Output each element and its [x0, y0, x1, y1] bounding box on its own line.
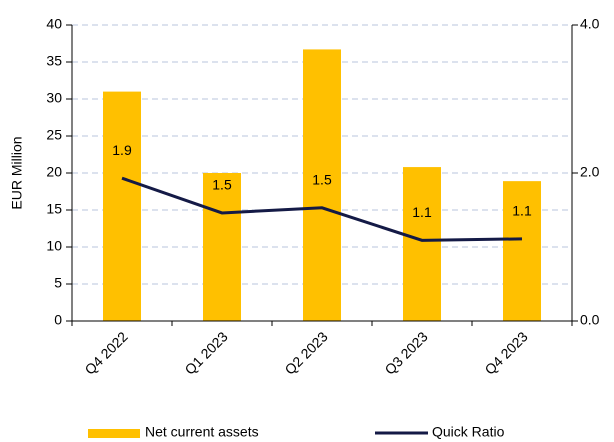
- y2-tick-label: 4.0: [580, 16, 600, 32]
- y-tick-label: 35: [46, 53, 62, 69]
- x-tick-label: Q2 2023: [281, 328, 330, 377]
- y2-tick-label: 0.0: [580, 312, 600, 328]
- y-tick-label: 5: [54, 275, 62, 291]
- x-tick-label: Q4 2023: [481, 328, 530, 377]
- bar: [403, 167, 441, 321]
- x-tick-label: Q3 2023: [381, 328, 430, 377]
- y-tick-label: 40: [46, 16, 62, 32]
- x-tick-label: Q1 2023: [181, 328, 230, 377]
- data-label: 1.9: [112, 142, 132, 158]
- y-tick-label: 20: [46, 164, 62, 180]
- y-tick-label: 0: [54, 312, 62, 328]
- legend-label: Quick Ratio: [432, 424, 505, 440]
- y-tick-label: 15: [46, 201, 62, 217]
- y2-tick-label: 2.0: [580, 164, 600, 180]
- data-label: 1.5: [312, 171, 332, 187]
- data-label: 1.5: [212, 177, 232, 193]
- bar: [303, 49, 341, 322]
- bar: [103, 91, 141, 321]
- bar: [503, 181, 541, 321]
- legend-swatch: [88, 429, 140, 438]
- x-tick-label: Q4 2022: [81, 328, 130, 377]
- y-tick-label: 25: [46, 127, 62, 143]
- line: [121, 176, 523, 242]
- y-axis-label: EUR Million: [9, 136, 25, 209]
- legend-label: Net current assets: [145, 424, 259, 440]
- bar: [203, 173, 241, 321]
- y-tick-label: 10: [46, 238, 62, 254]
- data-label: 1.1: [412, 204, 432, 220]
- data-label: 1.1: [512, 203, 532, 219]
- y-tick-label: 30: [46, 90, 62, 106]
